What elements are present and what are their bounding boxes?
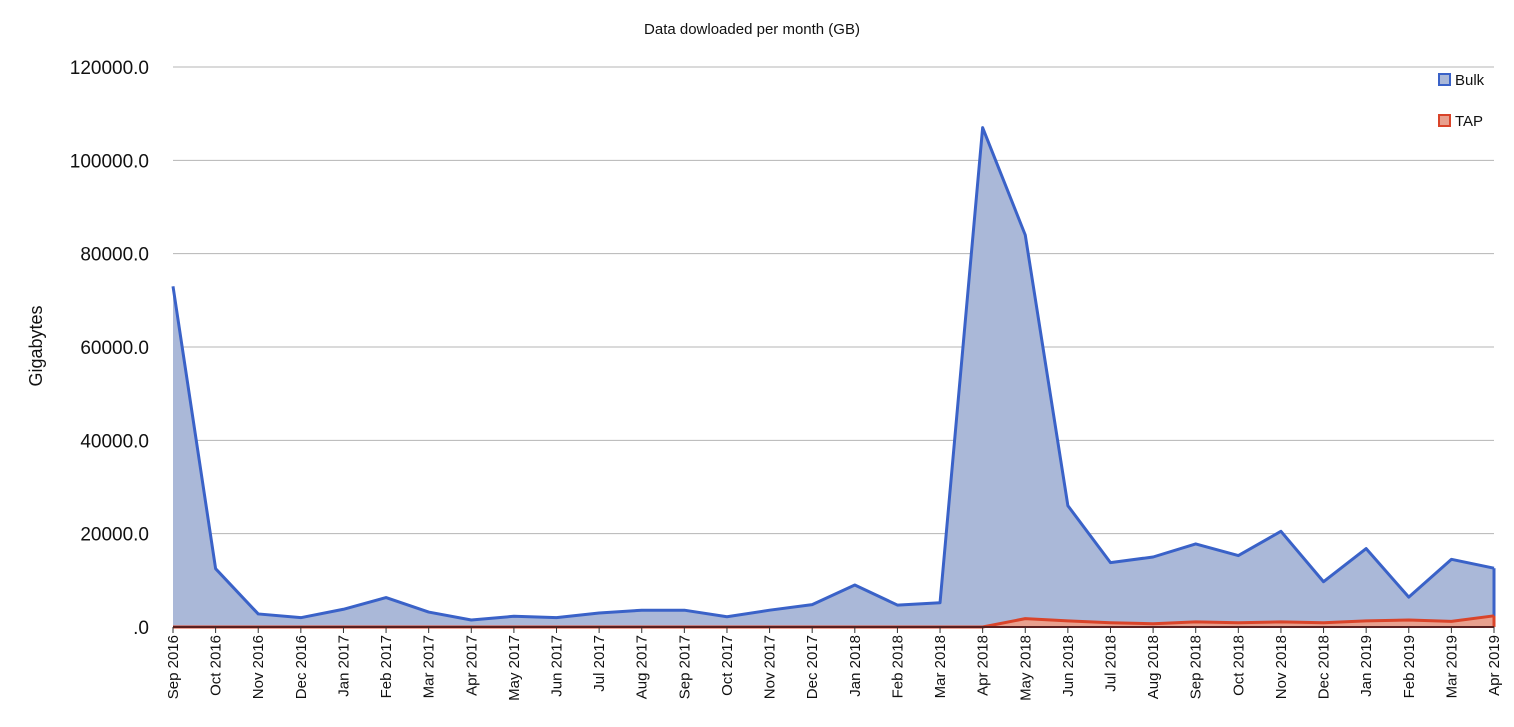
x-tick-label: Feb 2017 — [378, 635, 395, 698]
y-tick-label: 80000.0 — [80, 245, 149, 266]
legend-swatch-tap — [1438, 114, 1451, 127]
chart-title: Data dowloaded per month (GB) — [644, 21, 860, 38]
x-tick-label: Dec 2016 — [293, 635, 310, 699]
x-tick-label: Dec 2017 — [804, 635, 821, 699]
series-areas — [171, 126, 1496, 629]
x-tick-label: Jan 2017 — [335, 635, 352, 697]
x-tick-label: May 2017 — [506, 635, 523, 701]
x-tick-label: Jun 2018 — [1060, 635, 1077, 697]
x-tick-label: Dec 2018 — [1316, 635, 1333, 699]
x-axis-ticks: Sep 2016 Oct 2016 Nov 2016 Dec 2016 Jan 2017… — [165, 627, 1503, 701]
x-tick-label: Jun 2017 — [549, 635, 566, 697]
series-line-bulk — [171, 126, 1495, 622]
y-tick-label: 100000.0 — [70, 151, 149, 172]
x-tick-label: Jul 2018 — [1102, 635, 1119, 692]
grid-lines — [173, 66, 1494, 535]
x-tick-label: Aug 2017 — [634, 635, 651, 699]
x-tick-label: Jan 2018 — [847, 635, 864, 697]
x-tick-label: Feb 2019 — [1401, 635, 1418, 698]
x-tick-label: Sep 2017 — [676, 635, 693, 699]
x-tick-label: Apr 2019 — [1486, 635, 1503, 696]
legend: Bulk TAP — [1438, 72, 1485, 130]
x-tick-label: Oct 2016 — [208, 635, 225, 696]
legend-label-bulk: Bulk — [1455, 72, 1485, 89]
legend-label-tap: TAP — [1455, 113, 1483, 130]
y-tick-label: 60000.0 — [80, 338, 149, 359]
x-tick-label: Nov 2018 — [1273, 635, 1290, 699]
y-tick-label: 20000.0 — [80, 525, 149, 546]
x-tick-label: Sep 2016 — [165, 635, 182, 699]
x-tick-label: Oct 2017 — [719, 635, 736, 696]
x-tick-label: May 2018 — [1017, 635, 1034, 701]
y-axis-label: Gigabytes — [26, 305, 46, 386]
series-area-bulk — [173, 127, 1494, 628]
y-tick-label: 120000.0 — [70, 58, 149, 79]
y-axis-ticks: .0 20000.0 40000.0 60000.0 80000.0 100000.0 12… — [70, 58, 149, 639]
x-tick-label: Jul 2017 — [591, 635, 608, 692]
x-tick-label: Feb 2018 — [889, 635, 906, 698]
x-tick-label: Apr 2018 — [975, 635, 992, 696]
x-tick-label: Mar 2017 — [421, 635, 438, 698]
x-tick-label: Sep 2018 — [1188, 635, 1205, 699]
x-tick-label: Jan 2019 — [1358, 635, 1375, 697]
x-tick-label: Nov 2016 — [250, 635, 267, 699]
legend-swatch-bulk — [1438, 73, 1451, 86]
x-tick-label: Mar 2018 — [932, 635, 949, 698]
y-tick-label: 40000.0 — [80, 431, 149, 452]
x-tick-label: Nov 2017 — [762, 635, 779, 699]
x-tick-label: Mar 2019 — [1443, 635, 1460, 698]
x-tick-label: Oct 2018 — [1230, 635, 1247, 696]
y-tick-label: .0 — [133, 618, 149, 639]
x-tick-label: Apr 2017 — [463, 635, 480, 696]
x-tick-label: Aug 2018 — [1145, 635, 1162, 699]
